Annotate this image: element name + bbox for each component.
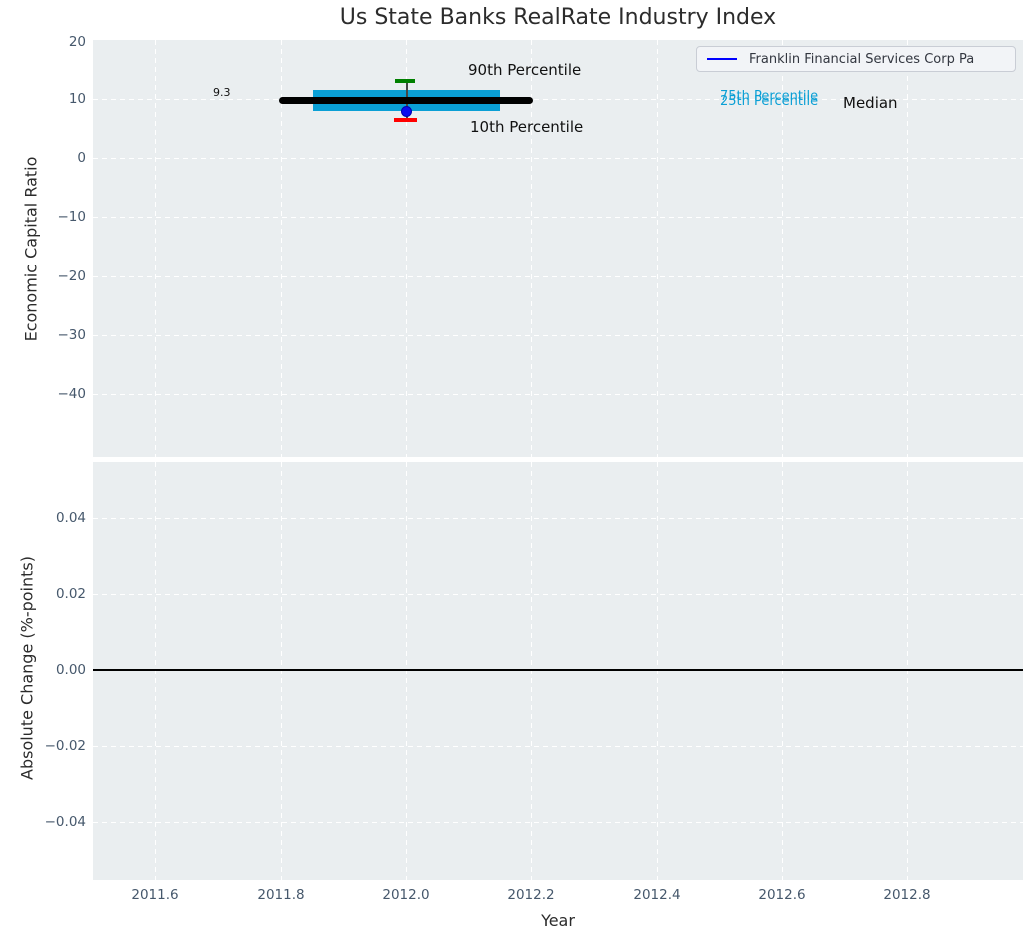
legend: Franklin Financial Services Corp Pa bbox=[696, 46, 1016, 72]
xaxis-label: Year bbox=[541, 911, 575, 930]
top-yaxis-label: Economic Capital Ratio bbox=[21, 156, 41, 342]
ytick-label: −0.04 bbox=[44, 814, 86, 830]
zero-change-line bbox=[93, 669, 1023, 671]
ytick-label: 0 bbox=[77, 150, 86, 166]
gridline bbox=[93, 99, 1023, 100]
bottom-yaxis-label: Absolute Change (%-points) bbox=[17, 556, 37, 780]
gridline bbox=[406, 40, 407, 457]
bottom-plot-panel bbox=[93, 462, 1023, 880]
xtick-label: 2012.6 bbox=[758, 887, 806, 903]
gridline bbox=[93, 746, 1023, 747]
chart-title: Us State Banks RealRate Industry Index bbox=[339, 5, 777, 30]
gridline bbox=[93, 158, 1023, 159]
legend-line-swatch bbox=[707, 57, 737, 61]
xtick-label: 2012.4 bbox=[633, 887, 681, 903]
top-plot-panel: 9.3 90th Percentile 10th Percentile 75th… bbox=[93, 40, 1023, 457]
company-data-point bbox=[401, 106, 412, 117]
xtick-label: 2012.0 bbox=[382, 887, 430, 903]
xtick-label: 2011.8 bbox=[257, 887, 305, 903]
gridline bbox=[93, 822, 1023, 823]
gridline bbox=[907, 462, 908, 880]
gridline bbox=[155, 462, 156, 880]
percentile-90-tick-marker bbox=[395, 79, 415, 83]
gridline bbox=[93, 394, 1023, 395]
percentile-10-label: 10th Percentile bbox=[470, 118, 584, 136]
xtick-label: 2012.2 bbox=[507, 887, 555, 903]
median-label: Median bbox=[843, 94, 898, 112]
gridline bbox=[531, 40, 532, 457]
ytick-label: 0.04 bbox=[55, 510, 86, 526]
gridline bbox=[657, 462, 658, 880]
gridline bbox=[155, 40, 156, 457]
gridline bbox=[93, 335, 1023, 336]
gridline bbox=[782, 462, 783, 880]
gridline bbox=[93, 594, 1023, 595]
ytick-label: −40 bbox=[57, 386, 87, 402]
ytick-label: −30 bbox=[57, 327, 87, 343]
ytick-label: 0.02 bbox=[55, 586, 86, 602]
gridline bbox=[93, 276, 1023, 277]
xtick-label: 2011.6 bbox=[131, 887, 179, 903]
gridline bbox=[782, 40, 783, 457]
ytick-label: 20 bbox=[68, 34, 86, 50]
gridline bbox=[93, 217, 1023, 218]
percentile-25-label: 25th Percentile bbox=[720, 94, 819, 109]
ytick-label: −10 bbox=[57, 209, 87, 225]
percentile-10-tick-marker bbox=[394, 118, 417, 122]
xtick-label: 2012.8 bbox=[883, 887, 931, 903]
legend-series-label: Franklin Financial Services Corp Pa bbox=[749, 51, 975, 67]
percentile-75-label: 75th Percentile bbox=[720, 89, 819, 104]
median-value-label: 9.3 bbox=[213, 86, 231, 99]
gridline bbox=[281, 40, 282, 457]
percentile-90-label: 90th Percentile bbox=[468, 61, 582, 79]
median-line bbox=[279, 97, 533, 104]
gridline bbox=[531, 462, 532, 880]
gridline bbox=[93, 518, 1023, 519]
gridline bbox=[907, 40, 908, 457]
ytick-label: −20 bbox=[57, 268, 87, 284]
ytick-label: 10 bbox=[68, 91, 86, 107]
ytick-label: 0.00 bbox=[55, 662, 86, 678]
gridline bbox=[657, 40, 658, 457]
ytick-label: −0.02 bbox=[44, 738, 86, 754]
gridline bbox=[281, 462, 282, 880]
gridline bbox=[406, 462, 407, 880]
